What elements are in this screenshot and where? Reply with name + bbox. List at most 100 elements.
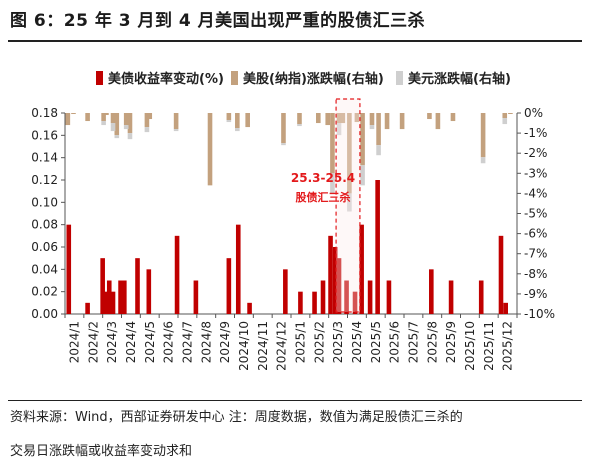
x-tick-label: 2024/2 [86,321,100,363]
highlight-box [335,98,361,313]
usd-bar [330,173,335,194]
yield-bar [312,291,317,314]
nasdaq-bar [226,113,232,121]
yield-bar [352,291,358,314]
nasdaq-bar [354,113,360,123]
nasdaq-bar [297,113,302,125]
nasdaq-bar [104,113,109,116]
yield-bar [328,235,333,314]
x-tick-label: 2024/9 [218,321,232,363]
x-tick-label: 2025/3 [331,321,345,363]
x-tick-label: 2024/11 [256,321,270,371]
x-tick-label: 2025/6 [388,321,402,363]
right-tick-label: -10% [524,307,555,321]
right-tick-label: -9% [524,287,547,301]
yield-bar [247,302,252,314]
nasdaq-bar [330,113,335,174]
nasdaq-bar [369,113,375,126]
nasdaq-bar [101,113,106,122]
usd-bar [114,135,120,139]
annotation-layer: 25.3-25.4 股债汇三杀 [291,98,361,313]
legend-label-usd: 美元涨跌幅(右轴) [408,72,511,87]
yield-bar [118,280,123,314]
left-tick-label: 0.02 [31,285,58,299]
usd-bar [336,123,342,136]
right-tick-label: -6% [524,227,547,241]
right-tick-label: -1% [524,126,547,140]
usd-bar [369,125,375,130]
x-tick-label: 2025/2 [312,321,326,363]
usd-bar [123,125,129,130]
yield-bar [193,280,199,314]
yield-bar [146,269,152,314]
legend-item-yield: 美债收益率变动(%) [96,68,224,87]
yield-bar [429,269,434,314]
yield-bar [135,258,140,314]
yield-bar [226,258,232,314]
yield-bar [503,302,508,314]
nasdaq-bar [325,113,331,126]
x-tick-label: 2024/6 [162,321,176,363]
x-tick-label: 2025/1 [293,321,307,363]
nasdaq-bar [173,113,179,130]
legend-item-usd: 美元涨跌幅(右轴) [396,68,511,87]
x-tick-label: 2024/12 [275,321,289,371]
yield-bar [283,269,288,314]
legend-label-nasdaq: 美股(纳指)涨跌幅(右轴) [243,72,384,87]
title-divider [8,40,582,42]
x-tick-label: 2024/10 [237,321,251,371]
usd-bar [297,124,302,127]
nasdaq-bar [235,113,240,129]
legend-label-yield: 美债收益率变动(%) [108,72,224,87]
nasdaq-bar [347,113,352,194]
usd-bar [281,143,286,146]
footnote-line1: 资料来源：Wind，西部证券研发中心 注：周度数据，数值为满足股债汇三杀的 [10,410,463,425]
x-tick-label: 2025/4 [350,321,364,363]
nasdaq-bar [65,113,71,126]
right-tick-label: -4% [524,186,547,200]
yield-bar [344,280,349,314]
yield-bar [320,280,326,314]
nasdaq-bar [360,113,365,166]
left-tick-label: 0.14 [31,151,58,165]
usd-bar [101,121,106,126]
x-tick-label: 2024/4 [124,321,138,363]
nasdaq-bar [384,113,390,130]
yield-bar [85,302,90,314]
right-tick-label: 0% [524,106,543,120]
left-tick-label: 0.08 [31,218,58,232]
left-tick-label: 0.06 [31,240,58,254]
yield-bar [448,280,454,314]
nasdaq-bar [110,113,116,124]
usd-bar [360,165,365,186]
usd-bar [376,145,381,156]
nasdaq-bar [85,113,90,122]
yield-bar [375,180,380,314]
x-tick-label: 2025/9 [444,321,458,363]
usd-bar [144,127,150,133]
yield-bar [103,291,108,314]
yield-bar [478,280,484,314]
nasdaq-bar [376,113,381,146]
right-tick-label: -2% [524,146,547,160]
usd-bar [127,133,133,140]
chart-legend: 美债收益率变动(%) 美股(纳指)涨跌幅(右轴) 美元涨跌幅(右轴) [96,68,582,88]
yield-bar [298,291,303,314]
yield-bar [122,280,127,314]
x-tick-label: 2025/5 [369,321,383,363]
annotation-line2: 股债汇三杀 [296,190,351,204]
annotation-line1: 25.3-25.4 [291,171,355,185]
left-tick-label: 0.12 [31,173,58,187]
figure-title: 图 6：25 年 3 月到 4 月美国出现严重的股债汇三杀 [10,11,426,31]
nasdaq-bar [144,113,150,128]
nasdaq-bar [480,113,486,158]
x-tick-label: 2024/8 [199,321,213,363]
yield-bar [367,280,373,314]
yield-bar [386,280,392,314]
x-tick-label: 2024/7 [180,321,194,363]
x-tick-label: 2024/3 [105,321,119,363]
nasdaq-bar [71,113,76,115]
nasdaq-bar [336,113,342,124]
x-tick-label: 2025/7 [406,321,420,363]
yield-bar [359,224,364,314]
